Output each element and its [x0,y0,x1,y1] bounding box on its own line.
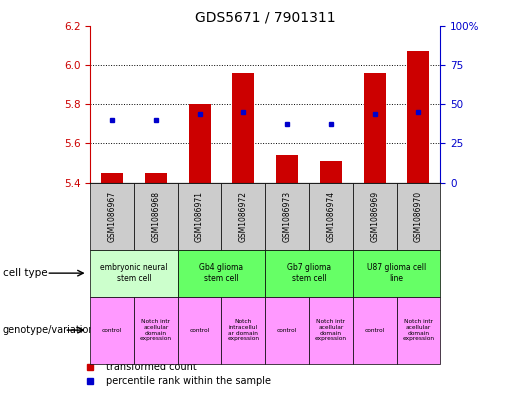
Text: transformed count: transformed count [106,362,196,373]
Bar [101,173,123,183]
Text: Notch
intracellul
ar domain
expression: Notch intracellul ar domain expression [227,319,260,341]
Text: control: control [277,328,297,332]
Bar [364,73,386,183]
Text: Gb4 glioma
stem cell: Gb4 glioma stem cell [199,263,244,283]
Text: control: control [365,328,385,332]
Text: control: control [102,328,122,332]
Text: embryonic neural
stem cell: embryonic neural stem cell [100,263,168,283]
Text: Notch intr
acellular
domain
expression: Notch intr acellular domain expression [315,319,347,341]
Bar [407,51,430,183]
Text: GSM1086968: GSM1086968 [151,191,160,242]
Title: GDS5671 / 7901311: GDS5671 / 7901311 [195,10,336,24]
Text: genotype/variation: genotype/variation [3,325,95,335]
Text: GSM1086967: GSM1086967 [108,191,116,242]
Text: percentile rank within the sample: percentile rank within the sample [106,376,270,386]
Bar [276,155,298,183]
Bar [145,173,167,183]
Text: Gb7 glioma
stem cell: Gb7 glioma stem cell [287,263,331,283]
Text: GSM1086972: GSM1086972 [239,191,248,242]
Text: GSM1086973: GSM1086973 [283,191,291,242]
Bar [320,161,342,183]
Text: GSM1086971: GSM1086971 [195,191,204,242]
Text: GSM1086974: GSM1086974 [327,191,335,242]
Text: GSM1086969: GSM1086969 [370,191,379,242]
Text: cell type: cell type [3,268,47,278]
Bar [188,104,211,183]
Text: Notch intr
acellular
domain
expression: Notch intr acellular domain expression [140,319,172,341]
Text: GSM1086970: GSM1086970 [414,191,423,242]
Text: control: control [190,328,210,332]
Bar [232,73,254,183]
Text: Notch intr
acellular
domain
expression: Notch intr acellular domain expression [402,319,435,341]
Text: U87 glioma cell
line: U87 glioma cell line [367,263,426,283]
